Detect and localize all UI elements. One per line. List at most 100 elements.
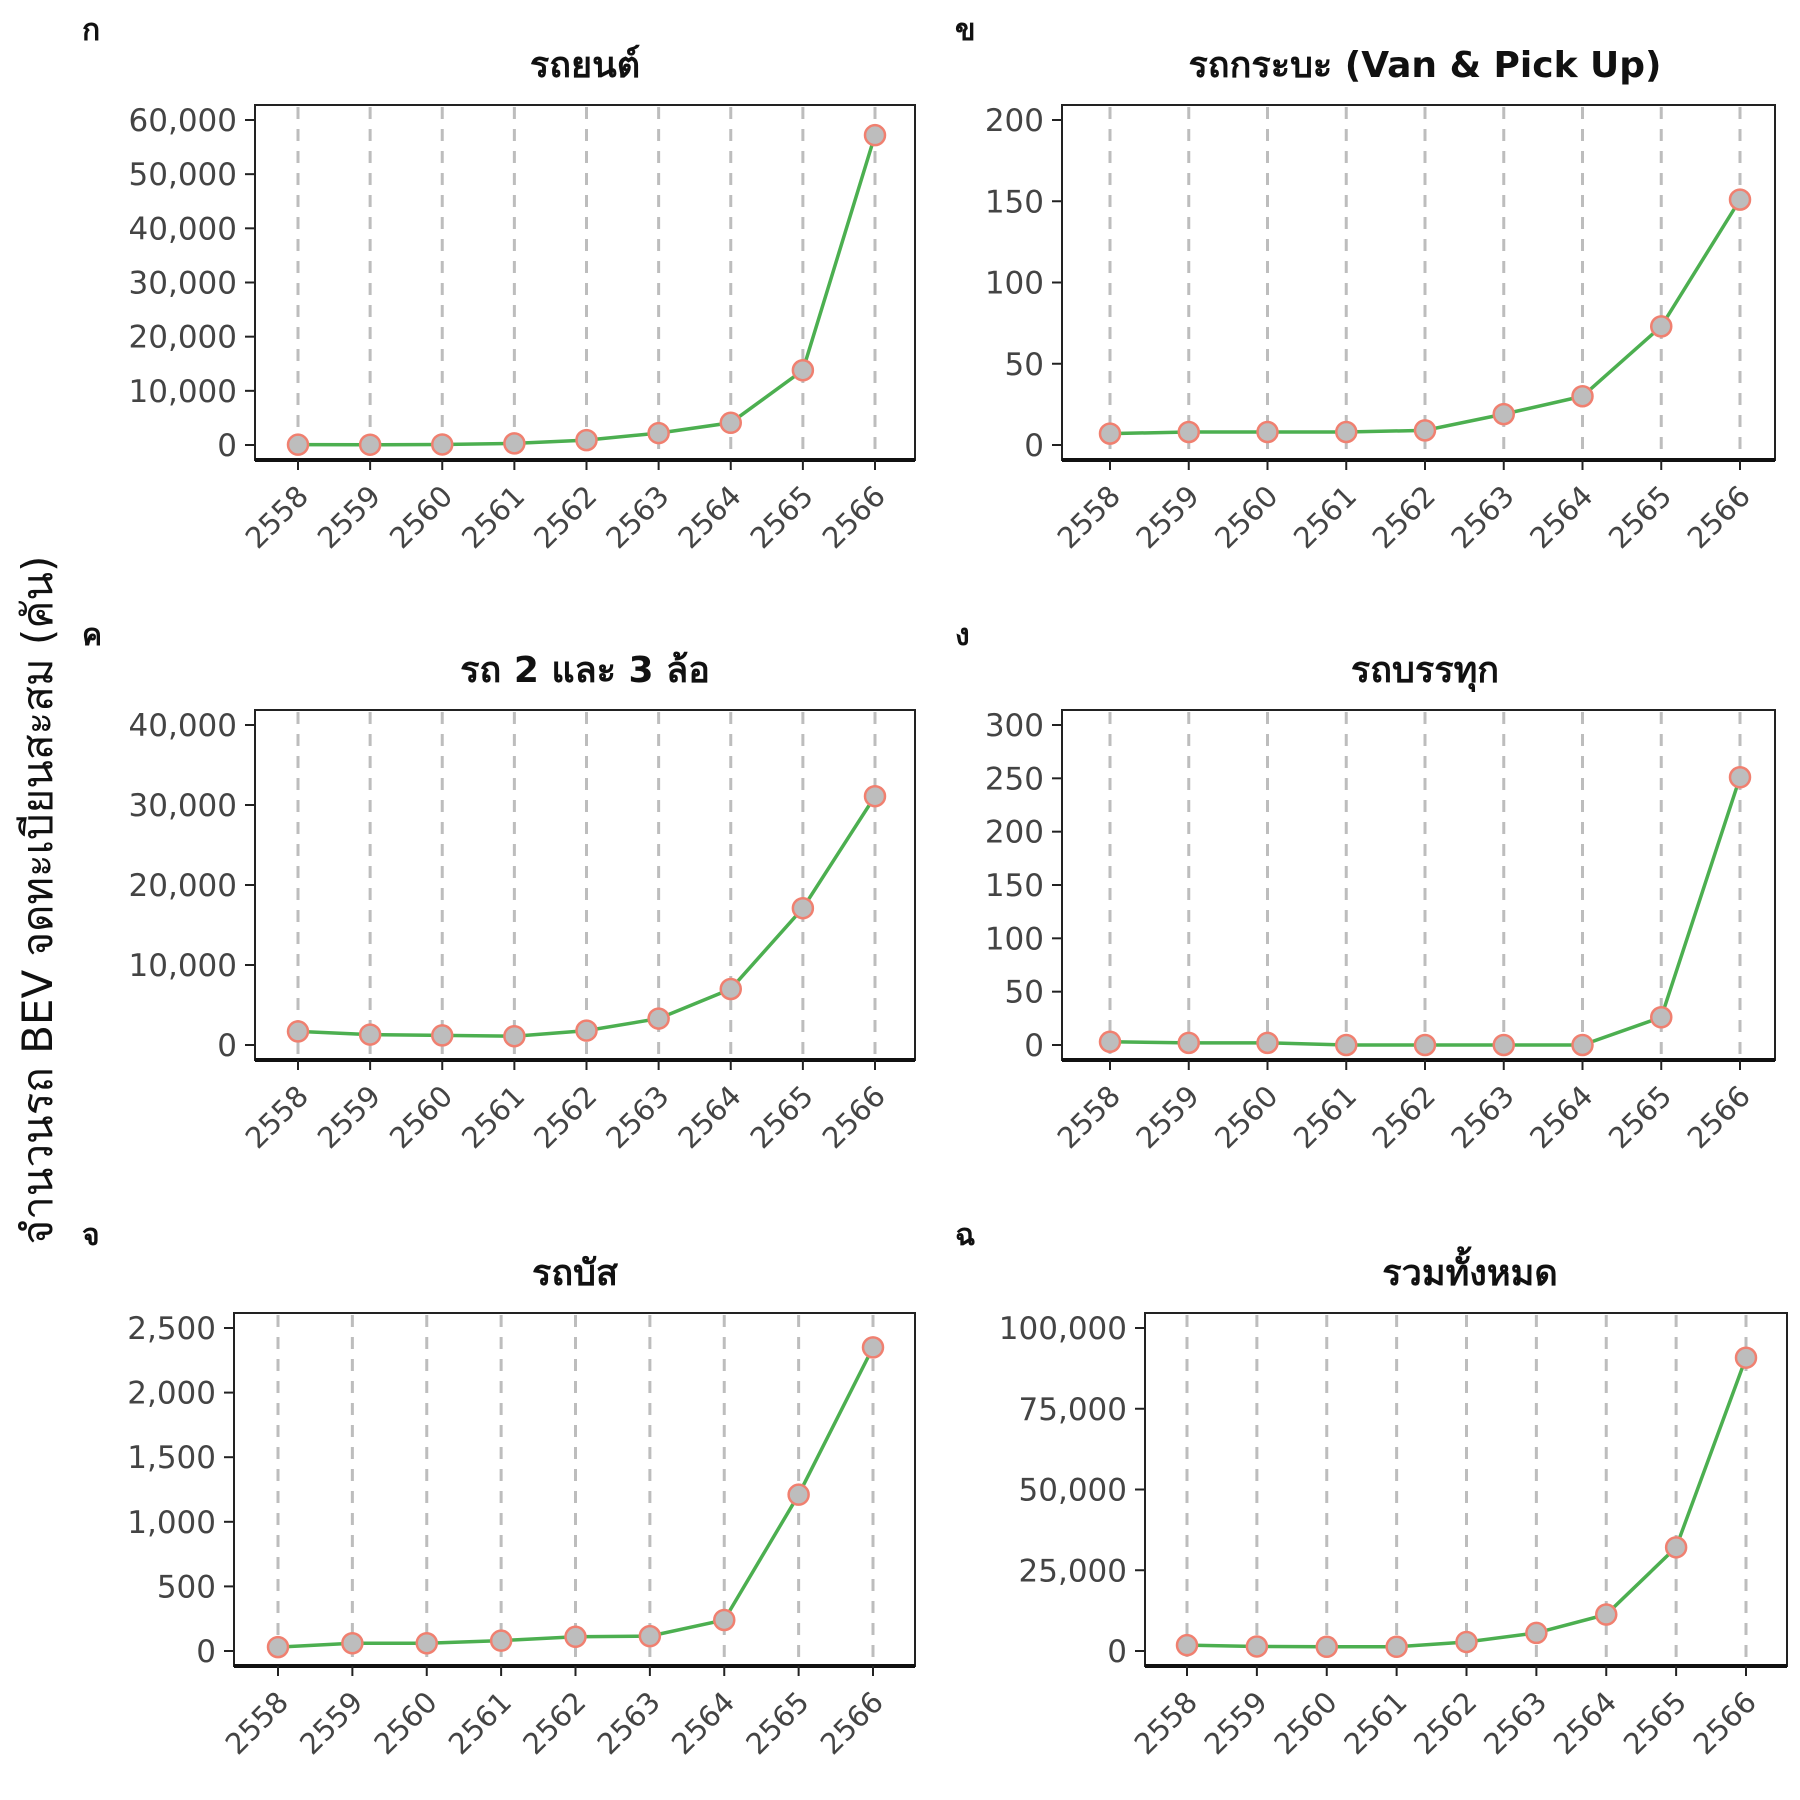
plot-frame (1061, 709, 1776, 1061)
x-tick-label: 2566 (814, 1685, 890, 1761)
x-tick-label: 2560 (383, 479, 459, 555)
y-tick-label: 30,000 (129, 266, 237, 302)
y-tick-label: 30,000 (129, 788, 237, 824)
data-point (1335, 420, 1358, 444)
y-tick-label: 50 (1005, 975, 1044, 1011)
x-tick-label: 2560 (1267, 1685, 1343, 1761)
data-point (1734, 1346, 1758, 1369)
data-point (638, 1624, 662, 1648)
data-point (286, 1020, 310, 1043)
data-point (713, 1608, 736, 1632)
y-tick-label: 50 (1005, 347, 1044, 383)
data-point (431, 433, 454, 456)
data-point (1650, 1006, 1673, 1029)
x-tick-label: 2566 (816, 1079, 892, 1155)
y-tick-label: 40,000 (129, 211, 237, 247)
data-point (791, 359, 815, 382)
data-point (286, 433, 310, 456)
panel-title: รวมทั้งหมด (1382, 1246, 1557, 1294)
x-tick-label: 2558 (219, 1685, 295, 1761)
y-tick-label: 2,000 (127, 1376, 216, 1412)
y-tick-label: 20,000 (129, 868, 237, 904)
y-tick-label: 20,000 (129, 320, 237, 356)
x-tick-label: 2559 (293, 1685, 369, 1761)
y-tick-label: 500 (157, 1569, 216, 1605)
y-tick-label: 0 (1024, 1028, 1044, 1064)
panel-letter: ข (955, 13, 976, 48)
y-tick-label: 100 (985, 921, 1044, 957)
x-tick-label: 2561 (1287, 1079, 1363, 1155)
x-tick-label: 2563 (599, 479, 675, 555)
x-tick-label: 2564 (671, 1079, 747, 1155)
y-tick-label: 2,500 (127, 1311, 216, 1347)
y-tick-label: 25,000 (1019, 1553, 1127, 1589)
data-point (503, 1024, 526, 1048)
data-point (575, 428, 598, 452)
y-tick-label: 150 (985, 184, 1044, 220)
x-tick-label: 2564 (665, 1685, 741, 1761)
x-tick-label: 2564 (1547, 1685, 1623, 1761)
data-point (1650, 315, 1673, 338)
data-point (1728, 766, 1752, 789)
y-tick-label: 0 (1107, 1634, 1127, 1670)
data-point (358, 433, 382, 456)
x-tick-label: 2558 (239, 479, 315, 555)
data-point (719, 411, 742, 435)
data-point (1455, 1630, 1478, 1654)
x-tick-label: 2565 (744, 1079, 820, 1155)
y-tick-label: 300 (985, 708, 1044, 744)
x-tick-label: 2565 (1617, 1685, 1693, 1761)
x-tick-label: 2559 (1129, 1079, 1205, 1155)
x-tick-label: 2559 (311, 1079, 387, 1155)
y-tick-label: 150 (985, 868, 1044, 904)
x-tick-label: 2561 (455, 479, 531, 555)
y-tick-label: 200 (985, 103, 1044, 139)
x-tick-label: 2566 (1681, 479, 1757, 555)
data-point (1728, 188, 1752, 211)
y-axis-label: จำนวนรถ BEV จดทะเบียนสะสม (คัน) (13, 556, 62, 1245)
panel-title: รถบรรทุก (1351, 650, 1499, 693)
x-tick-label: 2562 (1366, 1079, 1442, 1155)
x-tick-label: 2565 (744, 479, 820, 555)
x-tick-label: 2564 (1523, 1079, 1599, 1155)
x-tick-label: 2559 (311, 479, 387, 555)
x-tick-label: 2562 (527, 1079, 603, 1155)
x-tick-label: 2564 (1523, 479, 1599, 555)
data-point (719, 977, 742, 1001)
y-tick-label: 1,000 (127, 1505, 216, 1541)
data-point (1571, 1033, 1594, 1057)
data-point (431, 1024, 454, 1047)
data-point (1256, 1031, 1279, 1055)
data-point (1315, 1635, 1338, 1659)
x-tick-label: 2562 (1407, 1685, 1483, 1761)
x-tick-label: 2558 (1128, 1685, 1204, 1761)
x-tick-label: 2560 (383, 1079, 459, 1155)
x-tick-label: 2559 (1198, 1685, 1274, 1761)
data-point (1413, 1033, 1437, 1057)
data-point (1492, 1033, 1515, 1057)
data-point (1664, 1536, 1688, 1559)
x-tick-label: 2564 (671, 479, 747, 555)
y-tick-label: 50,000 (1019, 1473, 1127, 1509)
x-tick-label: 2563 (599, 1079, 675, 1155)
y-tick-label: 0 (196, 1634, 216, 1670)
x-tick-label: 2565 (1602, 479, 1678, 555)
data-point (489, 1629, 513, 1652)
data-point (1525, 1621, 1548, 1645)
plot-frame (1061, 104, 1776, 461)
data-point (1571, 385, 1594, 408)
x-tick-label: 2563 (1477, 1685, 1553, 1761)
data-point (861, 1336, 885, 1359)
data-point (1177, 1031, 1200, 1055)
x-tick-label: 2560 (367, 1685, 443, 1761)
panel-5: จรถบัส05001,0001,5002,0002,5002558255925… (82, 1218, 916, 1761)
y-tick-label: 100,000 (999, 1311, 1127, 1347)
x-tick-label: 2563 (591, 1685, 667, 1761)
x-tick-label: 2559 (1129, 479, 1205, 555)
x-tick-label: 2560 (1208, 1079, 1284, 1155)
x-tick-label: 2562 (527, 479, 603, 555)
y-tick-label: 75,000 (1019, 1392, 1127, 1428)
